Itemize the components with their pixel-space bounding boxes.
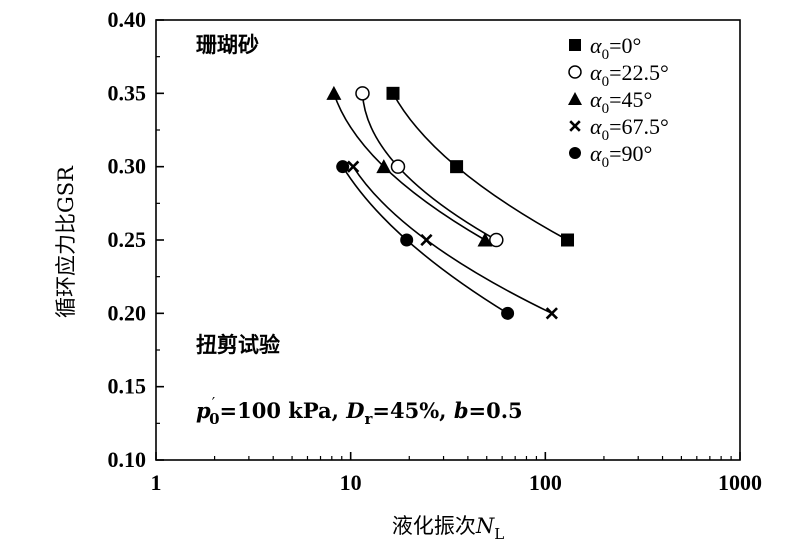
cross-stroke <box>545 307 558 320</box>
legend-entry-label: α0=0° <box>590 33 641 63</box>
legend-alpha-subscript: 0 <box>602 128 610 144</box>
filled-circle-marker <box>336 160 350 174</box>
trend-curve <box>352 166 553 315</box>
square-marker <box>450 160 464 174</box>
dr-symbol: D <box>345 398 365 423</box>
y-tick-label: 0.20 <box>108 300 147 325</box>
y-tick-label: 0.25 <box>108 227 147 252</box>
legend-entry-label: α0=45° <box>590 87 652 117</box>
legend-value: =45° <box>609 87 652 112</box>
cross-stroke <box>569 120 581 132</box>
filled-circle-marker <box>569 147 581 159</box>
x-tick-label: 1 <box>151 470 162 495</box>
square-marker <box>386 86 400 100</box>
x-axis-title: 液化振次NL <box>392 514 504 543</box>
filled-circle-marker <box>501 306 515 320</box>
y-tick-label: 0.10 <box>108 447 147 472</box>
legend-alpha-symbol: α <box>590 141 602 166</box>
cross-marker <box>545 307 558 320</box>
legend-entry-label: α0=90° <box>590 141 652 171</box>
b-value: =0.5 <box>469 398 523 423</box>
legend-alpha-subscript: 0 <box>602 155 610 171</box>
cross-stroke <box>420 233 433 247</box>
legend-entry-label: α0=67.5° <box>590 114 669 144</box>
legend-entry-label: α0=22.5° <box>590 60 669 90</box>
open-circle-marker <box>390 159 406 174</box>
cross-marker <box>420 233 433 247</box>
dr-subscript: r <box>365 410 374 428</box>
legend-alpha-symbol: α <box>590 114 602 139</box>
p-value: =100 kPa, <box>220 398 347 423</box>
trend-curve <box>392 92 568 241</box>
triangle-marker <box>568 92 582 105</box>
triangle-marker <box>477 232 493 247</box>
legend-alpha-subscript: 0 <box>602 74 610 90</box>
open-circle-marker <box>355 86 370 101</box>
legend-value: =22.5° <box>609 60 669 85</box>
square-marker <box>561 233 575 247</box>
x-axis-title-text: 液化振次 <box>392 514 476 538</box>
trend-curves <box>333 92 568 315</box>
legend: α0=0°α0=22.5°α0=45°α0=67.5°α0=90° <box>568 33 669 171</box>
cross-marker <box>347 160 360 173</box>
x-axis-title-symbol: N <box>475 514 495 538</box>
legend-alpha-symbol: α <box>590 33 602 58</box>
legend-value: =67.5° <box>609 114 669 139</box>
test-conditions-label: p′ 0=100 kPa, Dr=45%, b=0.5 <box>196 394 523 428</box>
y-axis-title: 循环应力比GSR <box>54 165 78 318</box>
legend-alpha-symbol: α <box>590 87 602 112</box>
filled-circle-marker <box>400 233 414 247</box>
x-tick-label: 10 <box>340 470 362 495</box>
y-tick-label: 0.30 <box>108 154 147 179</box>
y-tick-label: 0.35 <box>108 80 147 105</box>
x-axis-title-subscript: L <box>494 525 504 543</box>
legend-alpha-symbol: α <box>590 60 602 85</box>
cross-stroke <box>347 160 360 173</box>
material-label: 珊瑚砂 <box>196 32 259 57</box>
test-type-label: 扭剪试验 <box>196 332 280 357</box>
b-symbol: b <box>454 398 469 423</box>
dr-value: =45%, <box>372 398 453 423</box>
y-tick-label: 0.40 <box>108 7 147 32</box>
legend-value: =90° <box>609 141 652 166</box>
legend-alpha-subscript: 0 <box>602 47 610 63</box>
legend-alpha-subscript: 0 <box>602 101 610 117</box>
triangle-marker <box>376 159 392 174</box>
y-tick-label: 0.15 <box>108 374 147 399</box>
square-marker <box>569 39 581 51</box>
x-tick-label: 1000 <box>718 470 762 495</box>
data-points <box>326 85 575 320</box>
p-symbol: p <box>196 398 211 423</box>
legend-value: =0° <box>609 33 641 58</box>
x-tick-label: 100 <box>529 470 562 495</box>
prime-mark: ′ <box>212 394 216 412</box>
axes: 0.10 0.15 0.20 0.25 0.30 0.35 0.40 1 10 100 1000 <box>108 7 763 495</box>
p-subscript: 0 <box>209 410 219 428</box>
open-circle-marker <box>568 65 582 79</box>
triangle-marker <box>326 85 342 100</box>
cross-marker <box>569 120 581 132</box>
plot-frame <box>155 19 741 461</box>
open-circle-marker <box>489 232 504 248</box>
